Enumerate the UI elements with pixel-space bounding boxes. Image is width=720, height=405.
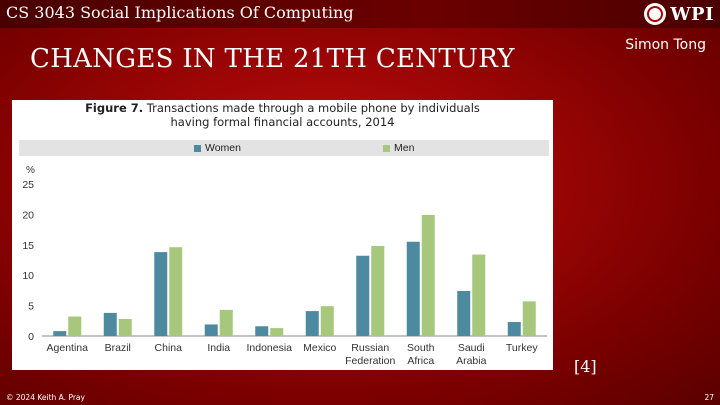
bar-men — [68, 316, 82, 336]
x-tick-label: Brazil — [105, 342, 131, 354]
wpi-seal-icon — [644, 3, 667, 25]
bar-men — [118, 318, 132, 336]
bar-men — [320, 306, 334, 336]
citation: [4] — [574, 357, 597, 376]
figure-title: Figure 7. Transactions made through a mo… — [12, 101, 553, 129]
bar-men — [522, 301, 536, 336]
figure-panel: Figure 7. Transactions made through a mo… — [12, 100, 553, 370]
y-tick-label: 5 — [28, 301, 34, 313]
bar-women — [406, 241, 420, 336]
x-tick-label: China — [155, 342, 183, 354]
legend-swatch-women — [194, 144, 201, 152]
bar-chart: % 0 5 10 15 20 25 Agentina Brazil China India Indon… — [22, 165, 547, 367]
bar-women — [305, 311, 319, 336]
y-tick-label: 0 — [28, 331, 34, 343]
legend-swatch-men — [383, 144, 390, 152]
slide-author: Simon Tong — [625, 37, 706, 53]
y-tick-label: 15 — [22, 240, 34, 252]
y-tick-label: 20 — [22, 209, 34, 221]
bar-women — [255, 326, 269, 336]
x-tick-label: Arabia — [456, 355, 487, 367]
y-unit-label: % — [26, 165, 35, 176]
x-tick-label: Mexico — [303, 342, 336, 354]
bar-men — [219, 309, 233, 336]
page-number: 27 — [704, 393, 714, 402]
bar-women — [103, 312, 117, 336]
bar-women — [204, 324, 218, 336]
x-tick-label: Turkey — [506, 342, 538, 354]
x-tick-label: Russian — [351, 342, 389, 354]
bar-women — [457, 291, 471, 336]
legend-label-women: Women — [205, 142, 241, 154]
bar-men — [169, 247, 183, 336]
figure-title-label: Figure 7. — [85, 101, 144, 115]
bar-women — [53, 331, 67, 336]
top-banner: CS 3043 Social Implications Of Computing… — [0, 0, 720, 28]
bar-men — [472, 254, 486, 336]
wpi-logo-text: WPI — [670, 3, 714, 25]
bar-women — [154, 252, 168, 336]
bar-men — [270, 328, 284, 336]
figure-title-line2: having formal financial accounts, 2014 — [170, 115, 395, 129]
course-title: CS 3043 Social Implications Of Computing — [6, 3, 354, 22]
x-tick-label: Saudi — [458, 342, 485, 354]
x-tick-label: India — [207, 342, 230, 354]
x-tick-label: Agentina — [47, 342, 89, 354]
bar-women — [356, 255, 370, 336]
x-tick-label: Federation — [345, 355, 395, 367]
chart-legend: Women Men — [19, 140, 549, 156]
slide-title: CHANGES IN THE 21TH CENTURY — [30, 44, 515, 74]
legend-item-men: Men — [383, 142, 414, 154]
x-tick-label: South — [407, 342, 435, 354]
legend-label-men: Men — [394, 142, 415, 154]
figure-title-text: Transactions made through a mobile phone… — [146, 101, 480, 115]
x-tick-label: Africa — [407, 355, 434, 367]
y-tick-label: 10 — [22, 270, 34, 282]
bar-women — [507, 322, 521, 336]
footer-copyright: © 2024 Keith A. Pray — [6, 393, 85, 402]
wpi-logo: WPI — [644, 2, 714, 26]
y-tick-label: 25 — [22, 179, 34, 191]
legend-item-women: Women — [194, 142, 241, 154]
bar-men — [371, 246, 385, 336]
bar-men — [421, 215, 435, 336]
x-tick-label: Indonesia — [246, 342, 292, 354]
